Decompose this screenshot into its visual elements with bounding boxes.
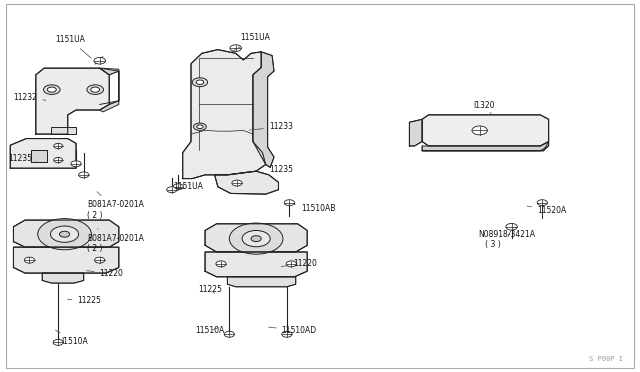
Polygon shape [410,119,422,146]
Circle shape [79,172,89,178]
Circle shape [60,231,70,237]
Circle shape [284,200,294,206]
Circle shape [537,200,547,206]
Circle shape [38,219,92,250]
Circle shape [193,123,206,131]
Circle shape [232,180,242,186]
Text: 1151UA: 1151UA [232,33,270,52]
Polygon shape [31,150,47,162]
Circle shape [53,339,63,345]
Circle shape [230,45,241,51]
Text: 11510AB: 11510AB [294,204,335,213]
Circle shape [472,126,487,135]
Text: N08918-3421A
   ( 3 ): N08918-3421A ( 3 ) [478,230,536,250]
Circle shape [173,184,183,190]
Circle shape [95,257,105,263]
Polygon shape [214,171,278,194]
Circle shape [47,87,56,92]
Polygon shape [13,247,119,273]
Polygon shape [100,68,119,112]
Circle shape [196,125,203,129]
Circle shape [91,87,100,92]
Circle shape [192,78,207,87]
Text: 11510A: 11510A [195,326,225,335]
Text: 11235: 11235 [262,165,293,174]
Text: 11510AD: 11510AD [269,326,317,335]
Polygon shape [13,220,119,247]
Text: B081A7-0201A
( 2 ): B081A7-0201A ( 2 ) [87,192,144,220]
Text: 1151UA: 1151UA [173,182,203,191]
Circle shape [506,224,517,230]
Text: 11220: 11220 [281,259,317,268]
Circle shape [167,187,177,193]
Polygon shape [205,252,307,277]
Polygon shape [253,52,274,167]
Polygon shape [182,49,266,179]
Text: 1151UA: 1151UA [55,35,91,58]
Text: I1510A: I1510A [56,330,88,346]
Circle shape [216,261,226,267]
Circle shape [51,226,79,242]
Polygon shape [205,224,307,252]
Polygon shape [51,127,76,134]
Text: 11225: 11225 [198,285,223,294]
Circle shape [44,85,60,94]
Text: B081A7-0201A
( 2 ): B081A7-0201A ( 2 ) [87,228,144,253]
Polygon shape [42,273,84,283]
Circle shape [251,235,261,241]
Polygon shape [36,68,109,134]
Text: 11235: 11235 [8,154,36,163]
Polygon shape [227,277,296,287]
Text: 11225: 11225 [67,296,101,305]
Circle shape [242,231,270,247]
Circle shape [229,223,283,254]
Circle shape [94,57,106,64]
Circle shape [282,331,292,337]
Text: I1320: I1320 [473,101,495,114]
Text: 11232: 11232 [13,93,46,102]
Polygon shape [422,115,548,146]
Circle shape [224,331,234,337]
Text: S P00P I: S P00P I [589,356,623,362]
Circle shape [24,257,35,263]
Circle shape [71,161,81,167]
Polygon shape [10,138,76,168]
Circle shape [54,143,63,148]
Text: 11520A: 11520A [527,206,566,215]
Circle shape [286,261,296,267]
Circle shape [196,80,204,84]
Text: 11220: 11220 [86,269,124,278]
Text: 11233: 11233 [250,122,293,131]
Circle shape [54,157,63,163]
Polygon shape [422,141,548,151]
Circle shape [87,85,104,94]
